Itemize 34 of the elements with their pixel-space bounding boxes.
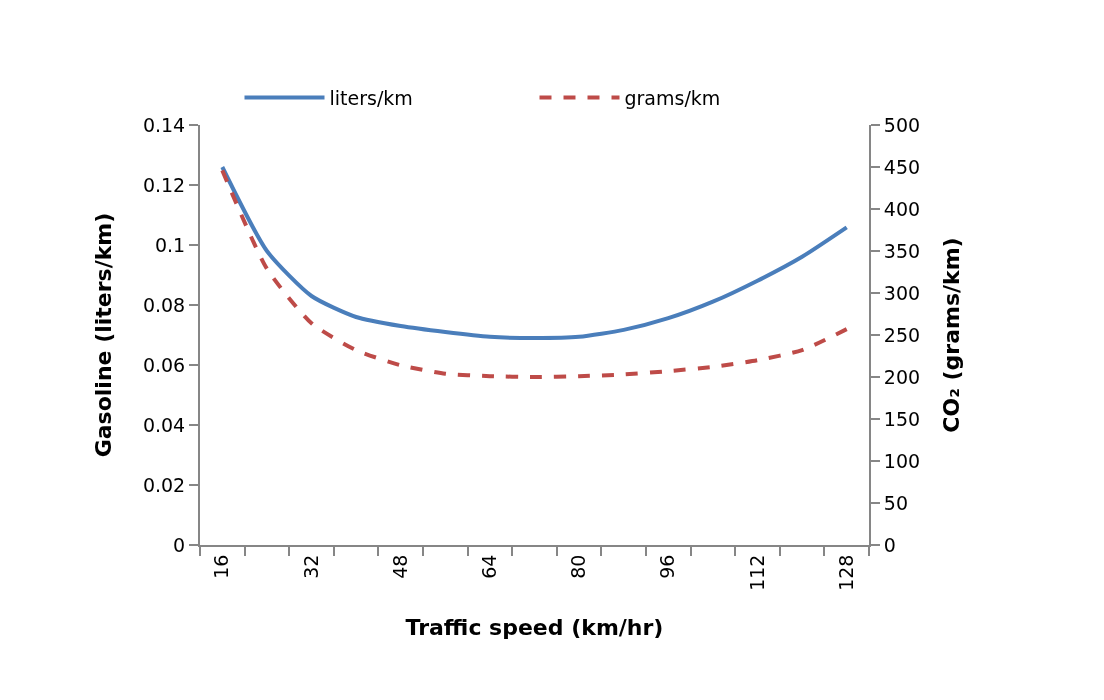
- y-tick-label: 0.14: [142, 113, 186, 136]
- y2-tick-label: 300: [883, 281, 921, 304]
- legend-label: liters/km: [329, 86, 413, 109]
- y2-tick-label: 0: [883, 533, 896, 556]
- y-tick-label: 0.04: [142, 413, 186, 436]
- y-tick-label: 0.12: [142, 173, 186, 196]
- legend-label: grams/km: [624, 86, 721, 109]
- y2-tick-label: 350: [883, 239, 921, 262]
- y2-tick-label: 150: [883, 407, 921, 430]
- y-axis-title: Gasoline (liters/km): [91, 212, 117, 458]
- y2-tick-label: 200: [883, 365, 921, 388]
- x-tick-label: 80: [567, 554, 590, 579]
- x-tick-label: 112: [745, 554, 768, 591]
- y2-tick-label: 400: [883, 197, 921, 220]
- y2-tick-label: 100: [883, 449, 921, 472]
- x-tick-label: 128: [834, 554, 857, 591]
- y2-tick-label: 50: [883, 491, 908, 514]
- line-series: [220, 165, 849, 340]
- x-axis-title: Traffic speed (km/hr): [405, 615, 664, 641]
- x-tick-label: 64: [478, 554, 501, 579]
- y-tick-label: 0.08: [142, 293, 186, 316]
- x-tick-label: 16: [210, 554, 233, 579]
- line-series: [220, 168, 849, 379]
- y2-tick-label: 250: [883, 323, 921, 346]
- y2-tick-label: 450: [883, 155, 921, 178]
- x-tick-label: 96: [656, 554, 679, 579]
- y-tick-label: 0.02: [142, 473, 186, 496]
- y-tick-label: 0: [173, 533, 186, 556]
- y2-axis-title: CO₂ (grams/km): [939, 237, 965, 433]
- x-tick-label: 48: [388, 554, 411, 579]
- y-tick-label: 0.06: [142, 353, 186, 376]
- y2-tick-label: 500: [883, 113, 921, 136]
- y-tick-label: 0.1: [154, 233, 186, 256]
- x-tick-label: 32: [299, 554, 322, 579]
